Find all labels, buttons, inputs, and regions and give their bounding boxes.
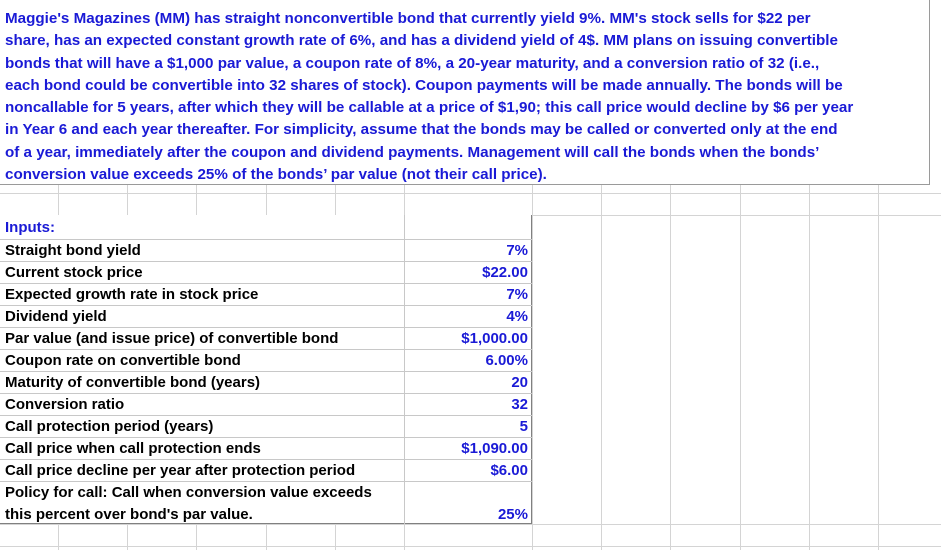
row-value[interactable]: 5 <box>519 418 528 435</box>
row-label: Coupon rate on convertible bond <box>5 352 241 369</box>
row-label: Maturity of convertible bond (years) <box>5 374 261 391</box>
row-label: Dividend yield <box>5 308 107 325</box>
input-row-current-stock-price[interactable]: Current stock price $22.00 <box>0 261 532 283</box>
row-value[interactable]: $1,090.00 <box>461 440 528 457</box>
row-value[interactable]: 4% <box>506 308 528 325</box>
input-row-coupon-rate[interactable]: Coupon rate on convertible bond 6.00% <box>0 349 532 371</box>
row-value[interactable]: 7% <box>506 242 528 259</box>
gridline <box>0 193 941 194</box>
row-label: Par value (and issue price) of convertib… <box>5 330 339 347</box>
input-row-call-price[interactable]: Call price when call protection ends $1,… <box>0 437 532 459</box>
row-value[interactable]: $6.00 <box>490 462 528 479</box>
problem-line: share, has an expected constant growth r… <box>5 32 838 50</box>
row-label: Conversion ratio <box>5 396 125 413</box>
row-value[interactable]: $22.00 <box>482 264 528 281</box>
problem-line: in Year 6 and each year thereafter. For … <box>5 121 838 139</box>
input-row-straight-bond-yield[interactable]: Straight bond yield 7% <box>0 239 532 261</box>
input-row-conversion-ratio[interactable]: Conversion ratio 32 <box>0 393 532 415</box>
row-label: Straight bond yield <box>5 242 141 259</box>
gridline <box>878 0 879 550</box>
row-value[interactable]: $1,000.00 <box>461 330 528 347</box>
problem-statement: Maggie's Magazines (MM) has straight non… <box>5 8 927 186</box>
row-label-continued: this percent over bond's par value. <box>5 506 253 523</box>
row-value[interactable]: 32 <box>511 396 528 413</box>
input-row-call-protection-period[interactable]: Call protection period (years) 5 <box>0 415 532 437</box>
row-label: Policy for call: Call when conversion va… <box>5 484 372 501</box>
problem-line: of a year, immediately after the coupon … <box>5 143 820 161</box>
gridline <box>670 0 671 550</box>
input-row-par-value[interactable]: Par value (and issue price) of convertib… <box>0 327 532 349</box>
inputs-header: Inputs: <box>5 219 55 236</box>
row-value[interactable]: 20 <box>511 374 528 391</box>
problem-statement-cell[interactable]: Maggie's Magazines (MM) has straight non… <box>0 0 930 185</box>
row-label: Call protection period (years) <box>5 418 214 435</box>
row-value[interactable]: 25% <box>497 506 528 523</box>
input-row-call-price-decline[interactable]: Call price decline per year after protec… <box>0 459 532 481</box>
row-label: Call price decline per year after protec… <box>5 462 356 479</box>
gridline <box>601 0 602 550</box>
input-row-dividend-yield[interactable]: Dividend yield 4% <box>0 305 532 327</box>
gridline <box>532 0 533 550</box>
input-row-growth-rate[interactable]: Expected growth rate in stock price 7% <box>0 283 532 305</box>
problem-line: conversion value exceeds 25% of the bond… <box>5 166 547 184</box>
input-row-call-policy[interactable]: Policy for call: Call when conversion va… <box>0 481 532 525</box>
column-divider <box>404 215 405 524</box>
problem-line: noncallable for 5 years, after which the… <box>5 99 854 117</box>
row-label: Expected growth rate in stock price <box>5 286 259 303</box>
gridline <box>740 0 741 550</box>
row-label: Call price when call protection ends <box>5 440 261 457</box>
inputs-table <box>0 215 532 524</box>
row-value[interactable]: 6.00% <box>485 352 528 369</box>
gridline <box>0 546 941 547</box>
problem-line: bonds that will have a $1,000 par value,… <box>5 54 820 72</box>
row-label: Current stock price <box>5 264 143 281</box>
problem-line: each bond could be convertible into 32 s… <box>5 76 843 94</box>
gridline <box>809 0 810 550</box>
gridline <box>0 524 941 525</box>
input-row-maturity[interactable]: Maturity of convertible bond (years) 20 <box>0 371 532 393</box>
row-value[interactable]: 7% <box>506 286 528 303</box>
problem-line: Maggie's Magazines (MM) has straight non… <box>5 10 811 27</box>
